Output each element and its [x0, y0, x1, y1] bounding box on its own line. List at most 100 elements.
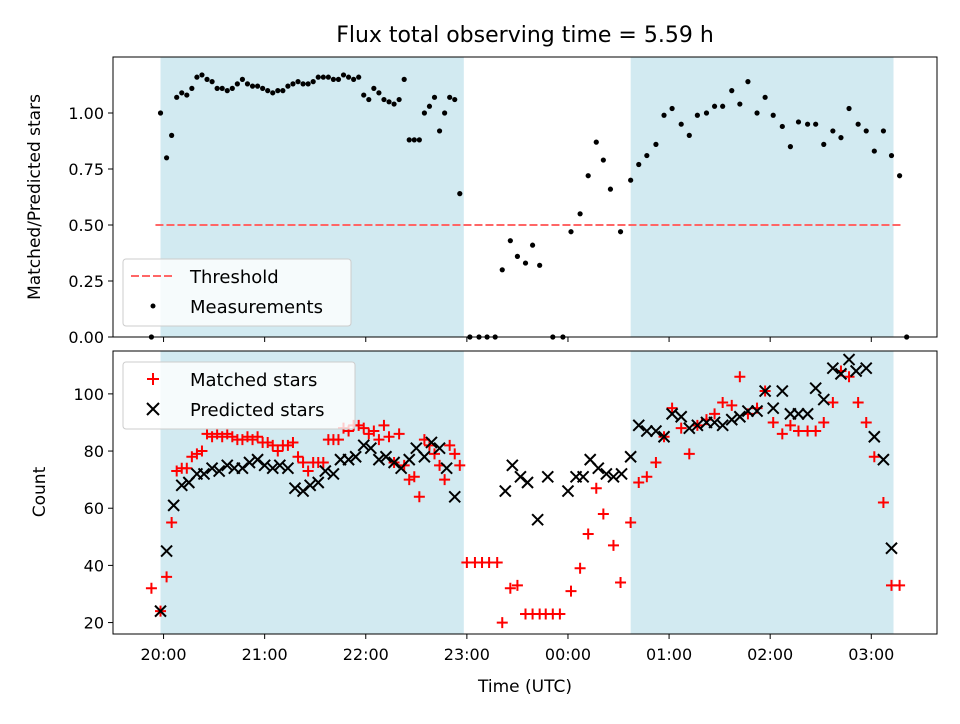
matched-legend-label: Matched stars [190, 370, 317, 391]
predicted-star-point [499, 484, 512, 498]
predicted-star-point [243, 456, 256, 469]
predicted-star-point [531, 513, 544, 526]
measurement-point [436, 128, 443, 134]
predicted-star-point [834, 367, 848, 381]
x-tick-label: 21:00 [242, 645, 288, 664]
measurement-point [426, 103, 433, 109]
predicted-star-point [205, 461, 219, 475]
matched-star-point [272, 445, 284, 457]
shaded-interval [630, 57, 894, 337]
predicted-star-point [860, 361, 873, 375]
predicted-star-point [433, 441, 446, 455]
measurement-point [320, 74, 326, 80]
measurement-point [270, 90, 276, 96]
bottom-legend-box [122, 361, 356, 430]
measurement-point [295, 79, 301, 85]
predicted-star-point [288, 482, 302, 495]
x-tick-label: 03:00 [848, 645, 894, 664]
measurement-point [325, 74, 331, 80]
measurement-point [290, 81, 296, 87]
predicted-star-point [349, 450, 362, 463]
predicted-star-point [615, 467, 628, 481]
x-axis-label: Time (UTC) [477, 677, 572, 697]
measurement-point [376, 90, 382, 96]
measurement-point [406, 137, 412, 143]
measurement-point [737, 101, 743, 107]
predicted-star-point [708, 416, 721, 429]
predicted-star-point [175, 479, 188, 492]
measurement-point [386, 99, 392, 105]
matched-star-point [196, 445, 208, 457]
measurement-point [804, 121, 811, 127]
measurement-point [522, 260, 529, 266]
y-tick-label: 40 [84, 556, 104, 575]
predicted-star-point [767, 401, 780, 415]
threshold-legend-label: Threshold [189, 267, 279, 288]
measurement-point [653, 141, 659, 147]
x-tick-label: 20:00 [140, 645, 186, 664]
predicted-legend-label: Predicted stars [190, 400, 324, 421]
predicted-star-point [576, 470, 590, 483]
predicted-star-point [716, 419, 729, 432]
bottom-x-axis: 20:00 21:00 22:00 23:00 00:00 01:00 02:00 03:00 [140, 634, 894, 664]
y-tick-label: 0.50 [68, 216, 104, 235]
matched-star-point [383, 431, 395, 443]
predicted-star-point [809, 381, 822, 395]
matched-star-point [877, 497, 889, 509]
measurement-point [863, 128, 869, 134]
measurement-point [315, 74, 321, 80]
measurement-point [265, 88, 271, 94]
matched-star-point [709, 408, 721, 420]
predicted-star-point [657, 430, 671, 443]
measurement-point [340, 72, 347, 78]
matched-star-point [726, 399, 738, 411]
measurement-point [300, 81, 306, 87]
predicted-star-point [418, 450, 431, 463]
measurement-point [391, 101, 397, 107]
predicted-legend-marker [146, 402, 160, 416]
matched-star-point [302, 465, 314, 477]
measurement-point [661, 112, 667, 118]
matched-star-point [590, 482, 602, 494]
measurement-point [830, 128, 836, 134]
measurement-point [770, 112, 776, 118]
measurement-point [600, 157, 606, 163]
matched-star-point [267, 439, 279, 451]
matched-star-point [393, 428, 405, 440]
measurement-point [442, 110, 448, 116]
matched-star-point [582, 528, 594, 540]
matched-star-point [444, 439, 456, 451]
measurement-point [199, 72, 205, 78]
matched-star-point [776, 428, 788, 440]
predicted-star-point [741, 404, 755, 418]
predicted-star-point [750, 404, 764, 418]
predicted-star-point [600, 467, 613, 481]
bottom-panel-frame [112, 350, 938, 635]
predicted-star-point [592, 461, 605, 475]
measurement-point [371, 85, 377, 91]
measurement-point [305, 81, 311, 87]
measurement-point [537, 262, 543, 268]
predicted-star-point [665, 407, 679, 421]
measurement-point [214, 85, 220, 91]
predicted-star-point [212, 464, 226, 478]
matched-star-point [454, 459, 466, 471]
measurement-point [585, 173, 591, 179]
y-tick-label: 1.00 [68, 104, 104, 123]
predicted-star-point [877, 453, 890, 466]
predicted-star-point [312, 476, 325, 489]
predicted-star-point [640, 424, 654, 438]
y-tick-label: 0.00 [68, 328, 104, 347]
y-tick-label: 0.75 [68, 160, 104, 179]
predicted-star-point [258, 459, 271, 472]
measurement-point [457, 191, 463, 197]
x-tick-label: 22:00 [343, 645, 389, 664]
measurement-point [686, 132, 692, 138]
y-tick-label: 0.25 [68, 272, 104, 291]
matched-star-point [504, 582, 516, 594]
predicted-star-point [842, 353, 856, 366]
y-tick-label: 80 [84, 442, 104, 461]
predicted-star-point [561, 484, 575, 498]
measurement-point [179, 90, 185, 96]
